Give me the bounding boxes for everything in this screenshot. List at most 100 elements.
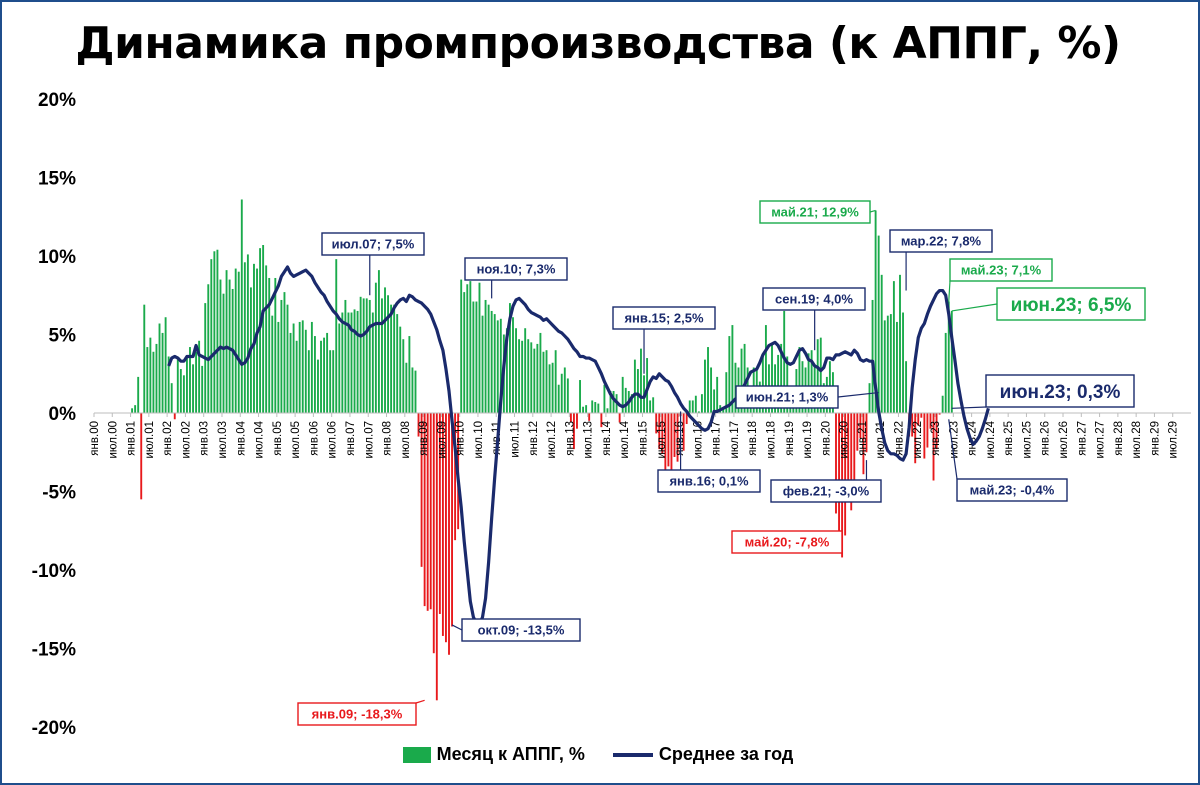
bar-mark (317, 359, 319, 413)
x-tick-label: янв.12 (528, 421, 540, 456)
bar-mark (496, 320, 499, 413)
bar-mark (493, 314, 496, 413)
annotation-label: май.20; -7,8% (745, 535, 830, 550)
bar-mark (499, 318, 502, 413)
bar-mark (298, 321, 301, 413)
bar-mark (228, 279, 231, 413)
annotation-label: фев.21; -3,0% (783, 484, 870, 499)
x-tick-label: янв.22 (893, 421, 905, 456)
bar-mark (914, 413, 917, 464)
bar-mark (932, 413, 935, 481)
bar-mark (381, 298, 383, 413)
bar-mark (603, 384, 606, 413)
bar-mark (310, 321, 313, 413)
bar-mark (146, 347, 149, 413)
bar-mark (246, 254, 249, 413)
bar-mark (926, 413, 929, 448)
annotation-box (612, 306, 716, 330)
annotation-leader (951, 406, 987, 409)
bar-mark (710, 367, 713, 413)
bar-mark (905, 361, 908, 413)
annotation-box (956, 478, 1068, 502)
bar-mark (850, 413, 853, 511)
annotation-leader (837, 391, 879, 398)
bar-mark (207, 284, 210, 413)
annotation-box (461, 618, 581, 642)
annotation-label: ноя.10; 7,3% (477, 262, 556, 277)
bar-mark (612, 391, 615, 413)
bar-mark (569, 413, 572, 423)
bar-mark (588, 413, 591, 421)
bar-mark (536, 343, 539, 413)
bar-mark (286, 304, 289, 413)
bar-mark (374, 282, 377, 413)
bar-mark (658, 413, 661, 450)
bar-mark (551, 362, 554, 413)
bar-mark (353, 309, 356, 413)
bar-mark (621, 376, 624, 413)
bar-mark (368, 299, 371, 413)
legend-item-monthly: Месяц к АППГ, % (402, 744, 585, 765)
annotation-label: янв.16; 0,1% (669, 474, 749, 489)
annotation-label: июн.23; 0,3% (1000, 382, 1121, 403)
bar-mark (576, 413, 578, 429)
bar-mark (539, 332, 542, 413)
x-tick-label: июл.19 (802, 421, 814, 459)
bar-mark (704, 359, 706, 413)
bar-mark (484, 299, 487, 413)
bar-mark (947, 301, 950, 413)
x-tick-label: июл.10 (473, 421, 485, 459)
bar-mark (938, 413, 941, 415)
annotation-box (297, 702, 417, 726)
bar-mark (198, 340, 201, 413)
bar-mark (256, 268, 258, 413)
bar-mark (192, 364, 194, 413)
bar-mark (445, 413, 447, 643)
bar-mark (911, 413, 914, 437)
x-tick-label: июл.24 (985, 420, 997, 458)
bar-mark (377, 270, 380, 413)
bar-mark (509, 303, 511, 413)
bar-mark (624, 387, 627, 413)
bar-mark (399, 326, 402, 413)
annotation-label: сен.19; 4,0% (775, 292, 853, 307)
bar-mark (426, 413, 429, 611)
bar-mark (408, 336, 411, 413)
bar-mark (301, 320, 304, 413)
annotation-leader (869, 209, 876, 213)
x-tick-label: июл.27 (1095, 421, 1107, 459)
annotation-callout: июл.07; 7,5% (321, 232, 425, 296)
x-tick-label: янв.10 (455, 421, 467, 456)
annotation-callout: фев.21; -3,0% (770, 460, 882, 503)
bar-mark (728, 336, 731, 413)
bar-mark (189, 347, 191, 413)
x-tick-label: янв.00 (89, 421, 101, 456)
x-tick-label: июл.25 (1021, 421, 1033, 459)
bar-mark (140, 413, 143, 500)
bar-mark (307, 350, 310, 413)
annotation-callout: янв.15; 2,5% (612, 306, 716, 374)
x-tick-label: янв.07 (345, 421, 357, 456)
bar-mark (259, 248, 262, 413)
bar-mark (405, 362, 408, 413)
bar-mark (640, 348, 642, 413)
legend-label-monthly: Месяц к АППГ, % (436, 744, 585, 764)
annotation-callout: июн.23; 0,3% (951, 374, 1135, 409)
bar-mark (673, 413, 676, 457)
y-tick-label: -20% (32, 718, 76, 739)
annotation-label: мар.22; 7,8% (901, 234, 982, 249)
annotation-leader (451, 624, 463, 631)
bar-mark (341, 312, 344, 413)
chart-title: Динамика промпроизводства (к АППГ, %) (75, 18, 1121, 69)
annotation-box (321, 232, 425, 256)
bar-mark (173, 413, 176, 420)
annotation-box (985, 374, 1135, 408)
bar-mark (667, 413, 670, 467)
x-tick-label: янв.02 (162, 421, 174, 456)
bar-mark (222, 293, 225, 413)
x-tick-label: янв.06 (308, 421, 320, 456)
bar-mark (892, 281, 895, 413)
x-tick-label: июл.05 (290, 421, 302, 459)
bar-mark (560, 373, 563, 413)
bar-mark (432, 413, 435, 654)
